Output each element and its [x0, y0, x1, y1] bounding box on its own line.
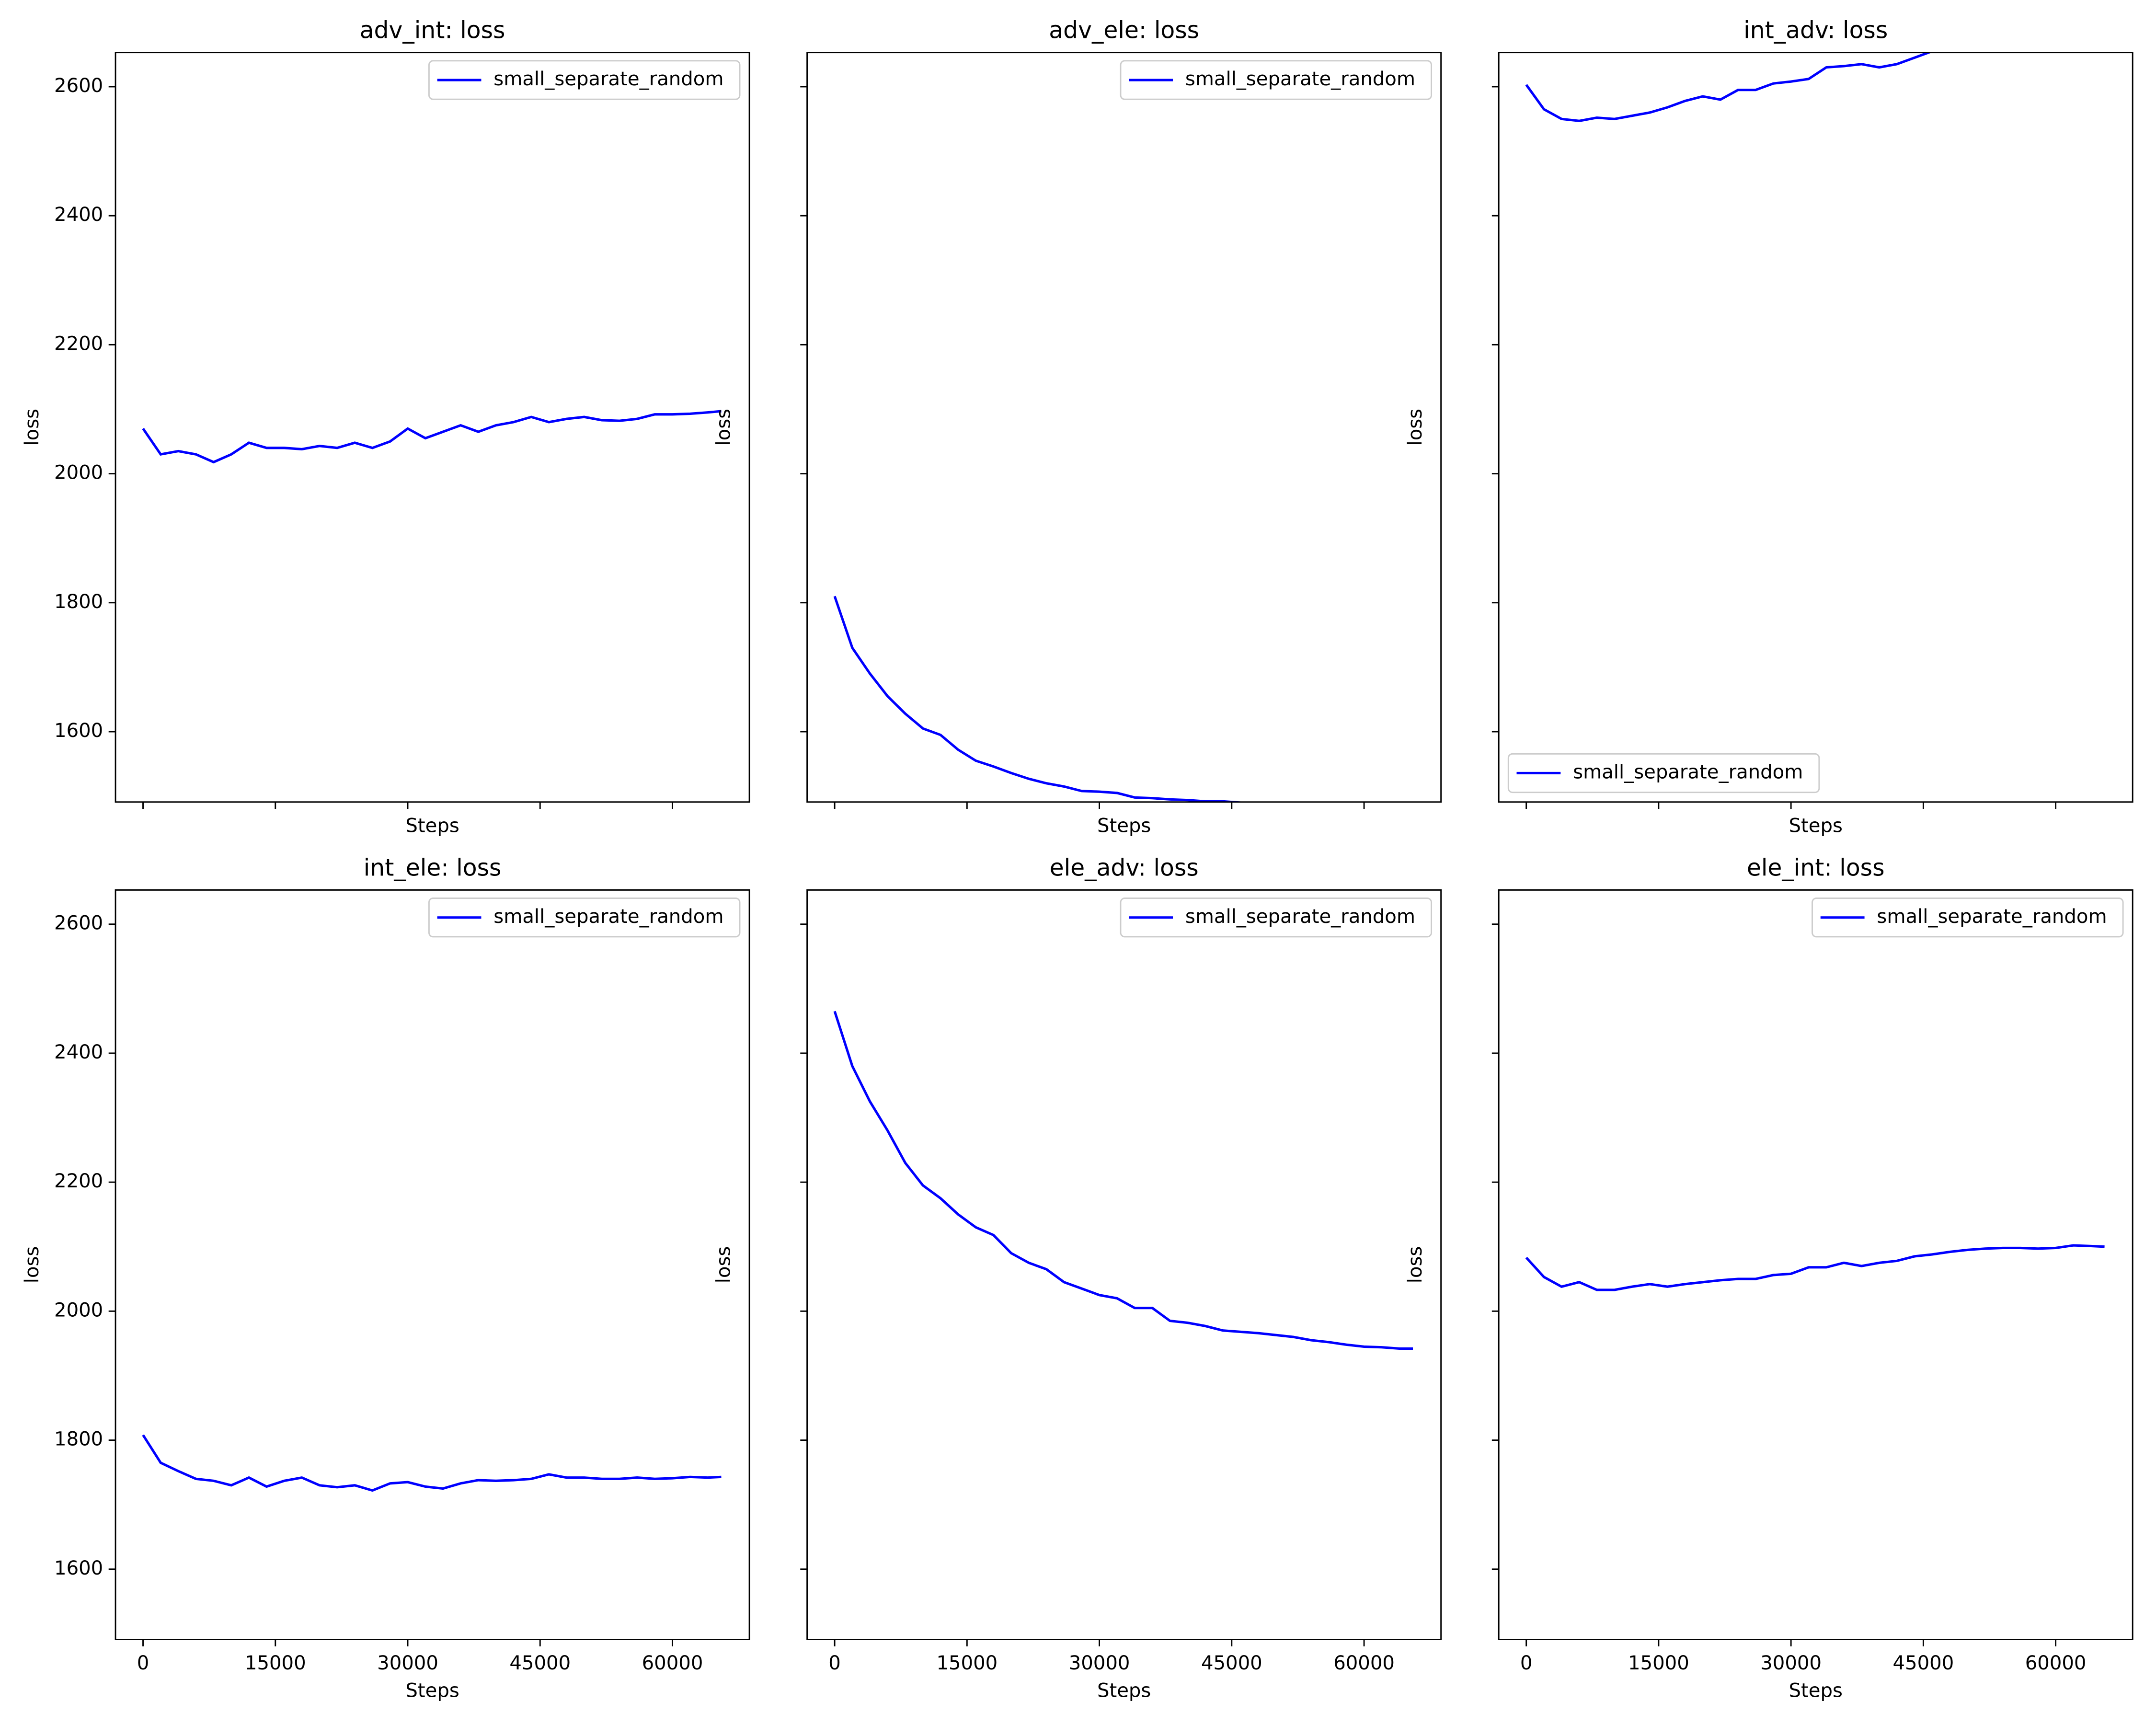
- chart-title: adv_int: loss: [360, 17, 505, 44]
- x-tick-label: 0: [1520, 1652, 1533, 1674]
- plot-frame: [1498, 52, 2133, 803]
- y-tick-label: 1600: [54, 720, 103, 742]
- x-tick-label: 0: [137, 1652, 149, 1674]
- chart-title: int_adv: loss: [1743, 17, 1888, 44]
- legend-box: [428, 60, 741, 100]
- x-tick-label: 30000: [1069, 1652, 1130, 1674]
- y-tick-label: 2000: [54, 1299, 103, 1321]
- y-axis-label: loss: [712, 409, 734, 446]
- x-axis-label: Steps: [405, 1680, 459, 1702]
- legend-label: small_separate_random: [1877, 906, 2107, 928]
- chart-title: ele_int: loss: [1747, 854, 1885, 881]
- y-axis-label: loss: [21, 409, 43, 446]
- y-tick-label: 2600: [54, 75, 103, 97]
- y-tick-label: 2400: [54, 204, 103, 226]
- data-line: [142, 1434, 722, 1492]
- x-tick-label: 60000: [642, 1652, 703, 1674]
- x-tick-label: 15000: [936, 1652, 998, 1674]
- data-line: [833, 596, 1244, 802]
- chart-title: int_ele: loss: [364, 854, 502, 881]
- legend-box: [1507, 753, 1820, 794]
- y-tick-label: 1600: [54, 1557, 103, 1579]
- x-axis-label: Steps: [1789, 1680, 1843, 1702]
- x-tick-label: 45000: [1201, 1652, 1262, 1674]
- plot-frame: [1498, 889, 2133, 1640]
- plot-frame: [806, 889, 1442, 1640]
- x-tick-label: 30000: [1760, 1652, 1822, 1674]
- x-axis-label: Steps: [1097, 1680, 1151, 1702]
- legend-box: [428, 897, 741, 938]
- y-axis-label: loss: [712, 1246, 734, 1284]
- x-tick-label: 15000: [245, 1652, 306, 1674]
- legend-box: [1812, 897, 2124, 938]
- y-tick-label: 2200: [54, 1170, 103, 1192]
- x-tick-label: 60000: [2025, 1652, 2087, 1674]
- plot-frame: [806, 52, 1442, 803]
- subplot: int_adv: loss Steps loss small_separate_ran…: [1404, 17, 2133, 837]
- x-tick-label: 60000: [1333, 1652, 1395, 1674]
- legend-label: small_separate_random: [493, 68, 723, 90]
- subplot: ele_int: loss Steps loss 0 15000 30000 45000 60…: [1404, 854, 2133, 1702]
- legend-label: small_separate_random: [1573, 761, 1803, 783]
- subplot: adv_int: loss Steps loss 1600 1800 2000 2200 24…: [21, 17, 750, 837]
- x-axis-label: Steps: [1097, 815, 1151, 837]
- x-tick-label: 30000: [377, 1652, 438, 1674]
- plot-frame: [115, 52, 750, 803]
- data-line: [1525, 1244, 2105, 1291]
- y-tick-label: 1800: [54, 1428, 103, 1450]
- chart-title: ele_adv: loss: [1050, 854, 1199, 881]
- y-tick-label: 2600: [54, 912, 103, 934]
- legend-label: small_separate_random: [1185, 906, 1415, 928]
- x-axis-label: Steps: [1789, 815, 1843, 837]
- y-tick-label: 2200: [54, 333, 103, 355]
- subplot: ele_adv: loss Steps loss 0 15000 30000 45000 60…: [712, 854, 1442, 1702]
- y-tick-label: 2000: [54, 462, 103, 484]
- y-axis-label: loss: [1404, 1246, 1426, 1284]
- y-tick-label: 2400: [54, 1041, 103, 1063]
- x-tick-label: 45000: [509, 1652, 571, 1674]
- data-line: [142, 410, 722, 464]
- legend-label: small_separate_random: [1185, 68, 1415, 90]
- data-line: [833, 1011, 1413, 1350]
- y-axis-label: loss: [21, 1246, 43, 1284]
- legend-box: [1120, 897, 1432, 938]
- subplot: adv_ele: loss Steps loss small_separate_ran…: [712, 17, 1442, 837]
- legend-box: [1120, 60, 1432, 100]
- y-tick-label: 1800: [54, 591, 103, 613]
- y-axis-label: loss: [1404, 409, 1426, 446]
- x-tick-label: 45000: [1893, 1652, 1954, 1674]
- chart-title: adv_ele: loss: [1049, 17, 1199, 44]
- legend-label: small_separate_random: [493, 906, 723, 928]
- x-axis-label: Steps: [405, 815, 459, 837]
- x-tick-label: 0: [828, 1652, 841, 1674]
- x-tick-label: 15000: [1628, 1652, 1689, 1674]
- plot-frame: [115, 889, 750, 1640]
- data-line: [1525, 52, 1932, 122]
- subplot: int_ele: loss Steps loss 0 15000 30000 45000 60…: [21, 854, 750, 1702]
